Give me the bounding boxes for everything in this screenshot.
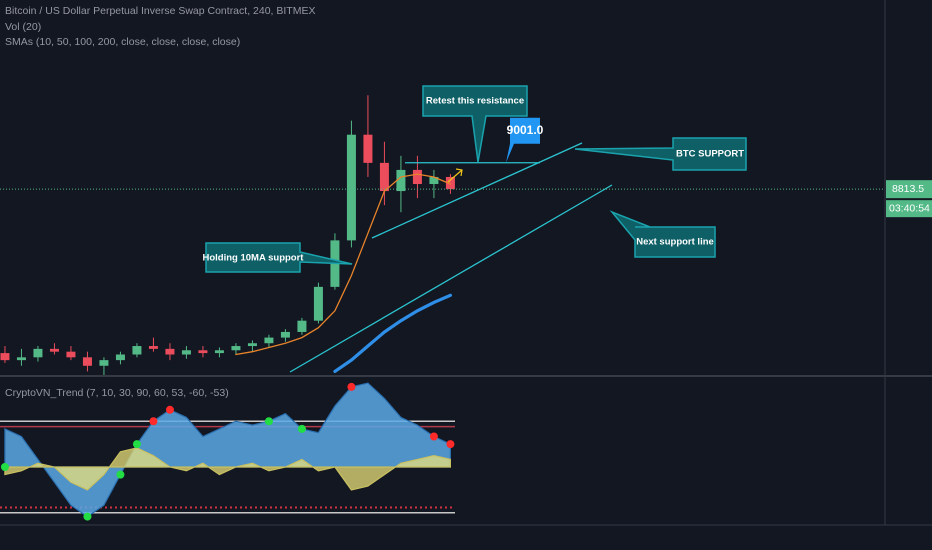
plot-layer xyxy=(0,95,455,521)
candle-body xyxy=(247,343,257,347)
signal-dot xyxy=(429,432,438,441)
indicator-title: CryptoVN_Trend (7, 10, 30, 90, 60, 53, -… xyxy=(5,387,229,399)
candle-body xyxy=(66,351,76,358)
signal-dot xyxy=(83,512,92,521)
price-label-box xyxy=(506,117,540,163)
signal-dot xyxy=(446,440,455,449)
candle-body xyxy=(49,348,59,352)
callout-text: Retest this resistance xyxy=(426,96,524,107)
sma-line xyxy=(235,173,452,356)
price-label: 9001.0 xyxy=(507,123,544,137)
candle-body xyxy=(363,134,373,163)
candle-body xyxy=(115,354,125,361)
signal-dot xyxy=(264,417,273,426)
sma-line xyxy=(333,293,452,373)
callout-text: BTC SUPPORT xyxy=(676,149,744,160)
support-trendline xyxy=(371,142,583,239)
candle-body xyxy=(396,169,406,192)
countdown-label: 03:40:54 xyxy=(889,202,930,214)
candle-body xyxy=(0,353,10,361)
candle-body xyxy=(16,357,26,361)
candle-body xyxy=(132,346,142,355)
chart-title: Bitcoin / US Dollar Perpetual Inverse Sw… xyxy=(5,5,315,17)
candle-body xyxy=(231,346,241,351)
overlay-layer: 9001.0 8813.5 03:40:54 xyxy=(0,117,932,218)
countdown-box xyxy=(886,200,932,218)
candle-body xyxy=(181,350,191,355)
indicator-label: Vol (20) xyxy=(5,21,41,33)
signal-dot xyxy=(149,417,158,426)
arrow-drawing xyxy=(447,168,463,183)
candle-body xyxy=(33,348,43,358)
last-price-label: 8813.5 xyxy=(892,183,924,195)
candle-body xyxy=(346,134,356,241)
candle-body xyxy=(99,360,109,366)
candle-body xyxy=(148,346,158,349)
candle-body xyxy=(264,337,274,344)
next-support-trendline xyxy=(289,184,613,373)
candle-body xyxy=(412,169,422,185)
last-price-box xyxy=(886,180,932,199)
signal-dot xyxy=(0,463,9,472)
callout xyxy=(205,242,353,273)
candle-body xyxy=(445,176,455,190)
candle-body xyxy=(429,176,439,185)
candle-body xyxy=(198,350,208,354)
callout-text: Holding 10MA support xyxy=(203,253,305,264)
candle-body xyxy=(297,320,307,332)
candle-body xyxy=(214,350,224,354)
signal-dot xyxy=(165,405,174,414)
candle-body xyxy=(165,348,175,355)
callout-text: Next support line xyxy=(636,237,714,248)
indicator-area xyxy=(4,447,451,491)
callout xyxy=(609,210,716,258)
candle-body xyxy=(313,286,323,321)
signal-dot xyxy=(347,382,356,391)
callout xyxy=(422,85,528,163)
signal-dot xyxy=(132,440,141,449)
callout xyxy=(574,137,747,171)
signal-dot xyxy=(297,424,306,433)
indicator-label: SMAs (10, 50, 100, 200, close, close, cl… xyxy=(5,36,240,48)
candle-body xyxy=(280,331,290,338)
candle-body xyxy=(379,162,389,192)
candle-body xyxy=(82,357,92,366)
signal-dot xyxy=(116,470,125,479)
